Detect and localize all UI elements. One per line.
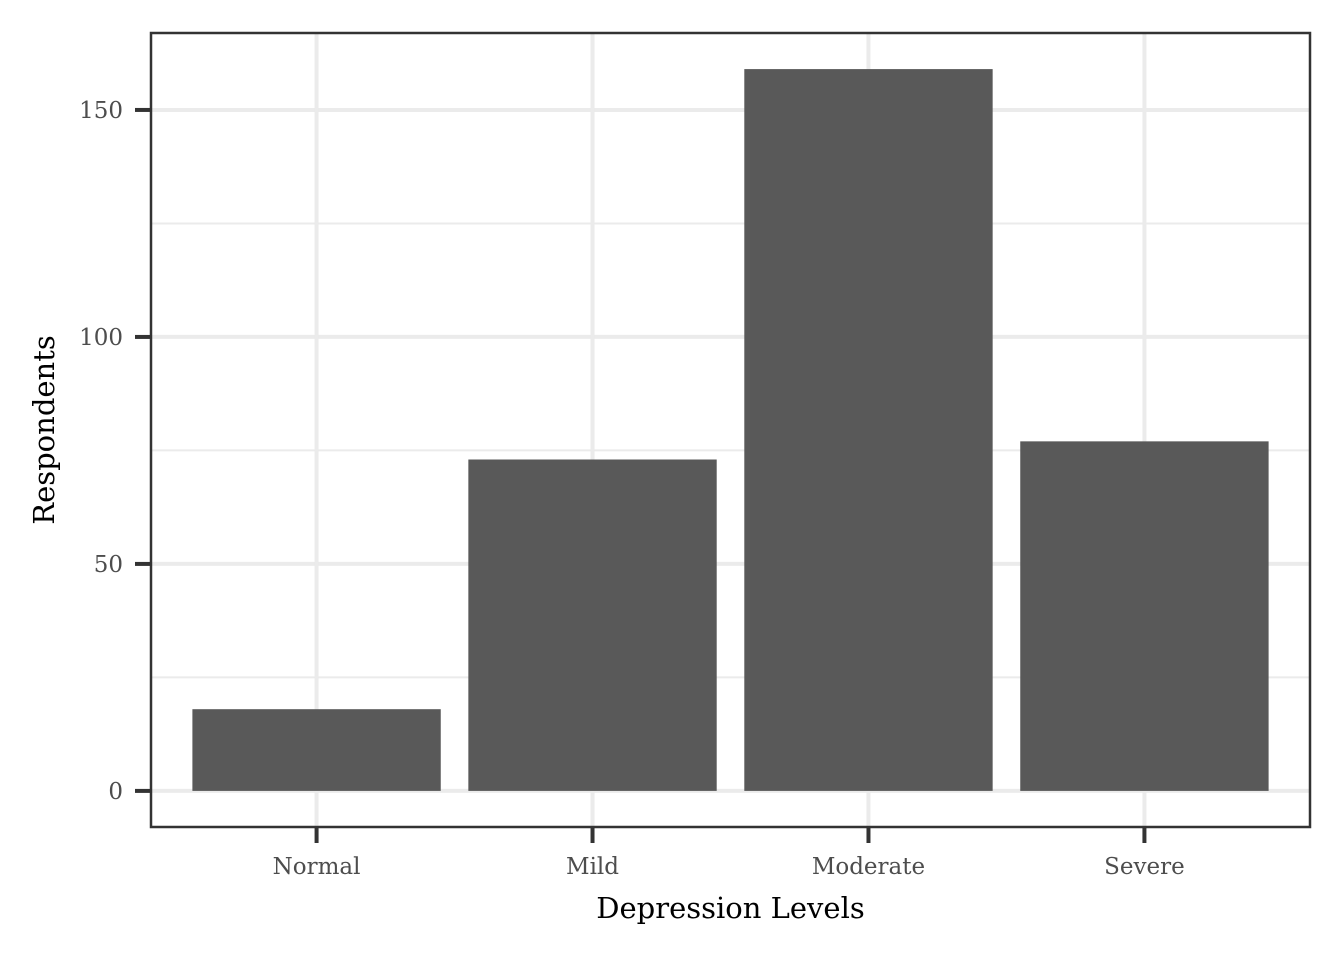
y-tick-label: 50 xyxy=(94,552,123,578)
y-tick-label: 150 xyxy=(79,98,123,124)
y-tick-label: 0 xyxy=(108,779,123,805)
x-tick-label-severe: Severe xyxy=(1104,854,1185,880)
y-axis: 0 50 100 150 xyxy=(79,98,151,805)
bar-moderate xyxy=(744,69,993,791)
y-axis-title: Respondents xyxy=(27,335,61,525)
x-axis: Normal Mild Moderate Severe xyxy=(273,827,1185,880)
bar-mild xyxy=(468,459,717,791)
panel-border xyxy=(149,31,1312,829)
bar-normal xyxy=(192,709,441,791)
x-axis-title: Depression Levels xyxy=(596,891,865,925)
x-tick-label-moderate: Moderate xyxy=(812,854,925,880)
bars xyxy=(192,69,1269,791)
bar-severe xyxy=(1020,441,1269,791)
x-tick-label-normal: Normal xyxy=(273,854,361,880)
x-tick-label-mild: Mild xyxy=(566,854,619,880)
y-tick-label: 100 xyxy=(79,325,123,351)
